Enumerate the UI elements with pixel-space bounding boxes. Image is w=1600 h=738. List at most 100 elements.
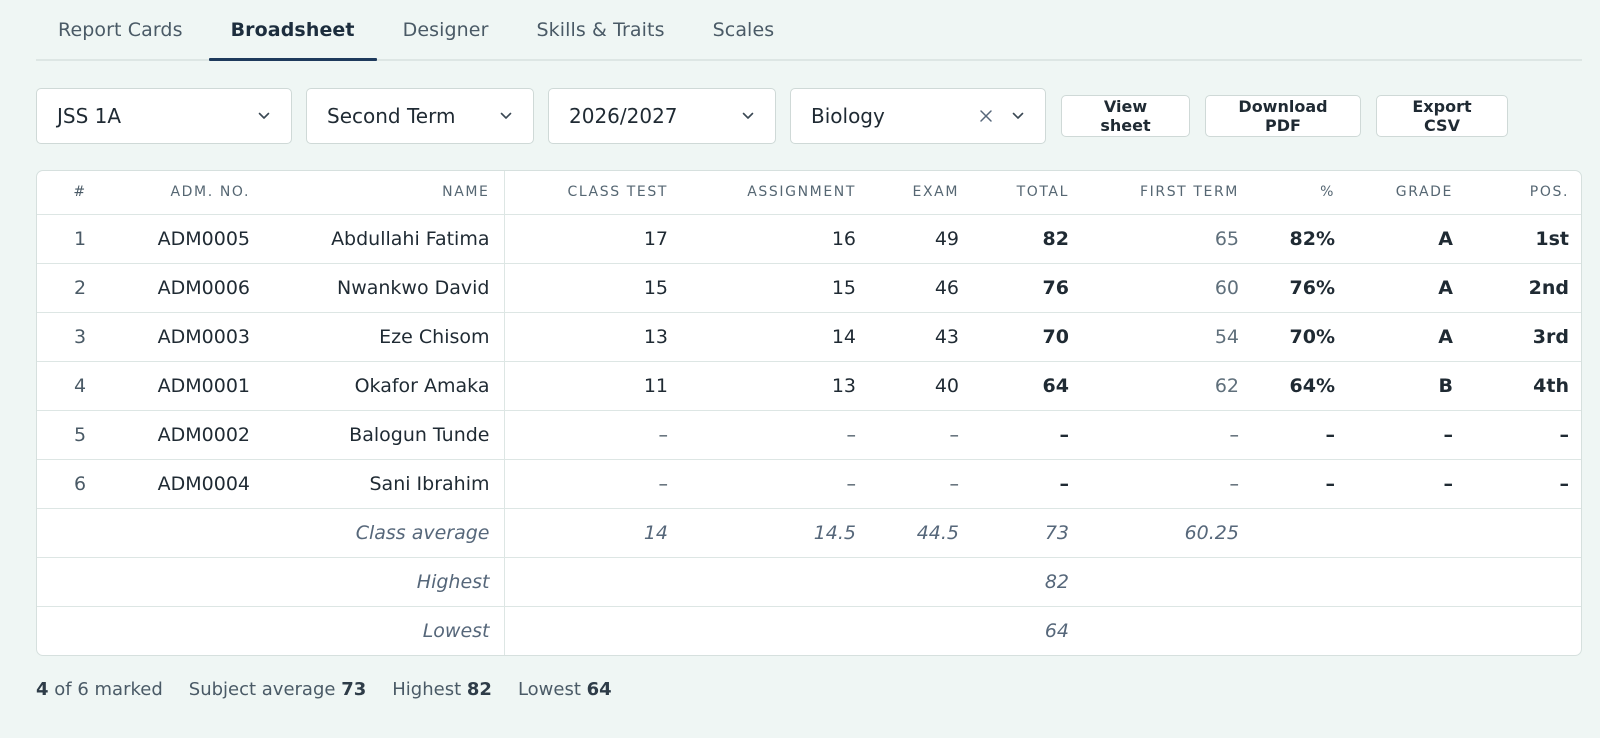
- cell-name: Eze Chisom: [264, 312, 505, 362]
- avg-total: 73: [973, 508, 1083, 558]
- cell-percent: –: [1253, 459, 1349, 509]
- table-row: 4 ADM0001 Okafor Amaka 11 13 40 64 62 64…: [37, 361, 1581, 411]
- cell-name: Sani Ibrahim: [264, 459, 505, 509]
- cell-total: 82: [973, 214, 1083, 264]
- cell-first-term: 65: [1083, 214, 1253, 264]
- class-select-value: JSS 1A: [57, 104, 122, 128]
- cell-index: 5: [37, 410, 123, 460]
- col-header-class-test: CLASS TEST: [504, 171, 682, 215]
- cell-index: 6: [37, 459, 123, 509]
- cell-total: 76: [973, 263, 1083, 313]
- class-select[interactable]: JSS 1A: [36, 88, 292, 144]
- cell-assignment: –: [682, 459, 870, 509]
- table-row: 3 ADM0003 Eze Chisom 13 14 43 70 54 70% …: [37, 312, 1581, 362]
- session-select-value: 2026/2027: [569, 104, 678, 128]
- cell-name: Balogun Tunde: [264, 410, 505, 460]
- tab-broadsheet[interactable]: Broadsheet: [208, 0, 377, 61]
- cell-adm-no: ADM0005: [123, 214, 264, 264]
- cell-adm-no: ADM0004: [123, 459, 264, 509]
- col-header-index: #: [37, 171, 123, 215]
- cell-percent: –: [1253, 410, 1349, 460]
- chevron-down-icon: [1011, 109, 1025, 123]
- cell-assignment: 14: [682, 312, 870, 362]
- cell-class-test: –: [504, 410, 682, 460]
- cell-exam: 40: [870, 361, 973, 411]
- cell-class-test: 17: [504, 214, 682, 264]
- broadsheet-table: # ADM. NO. NAME CLASS TEST ASSIGNMENT EX…: [36, 170, 1582, 656]
- cell-assignment: 16: [682, 214, 870, 264]
- cell-grade: A: [1349, 214, 1467, 264]
- tab-designer[interactable]: Designer: [402, 18, 489, 41]
- cell-position: 3rd: [1467, 312, 1581, 362]
- cell-assignment: 15: [682, 263, 870, 313]
- cell-position: –: [1467, 410, 1581, 460]
- col-header-adm-no: ADM. NO.: [123, 171, 264, 215]
- tab-scales[interactable]: Scales: [712, 18, 775, 41]
- cell-assignment: 13: [682, 361, 870, 411]
- summary-row-lowest: Lowest 64: [37, 606, 1581, 655]
- highest-total: 82: [973, 557, 1083, 607]
- col-header-position: POS.: [1467, 171, 1581, 215]
- table-row: 6 ADM0004 Sani Ibrahim – – – – – – – –: [37, 459, 1581, 509]
- close-icon[interactable]: [977, 107, 995, 125]
- col-header-grade: GRADE: [1349, 171, 1467, 215]
- cell-name: Nwankwo David: [264, 263, 505, 313]
- chevron-down-icon: [257, 109, 271, 123]
- summary-row-average: Class average 14 14.5 44.5 73 60.25: [37, 508, 1581, 558]
- lowest-total: 64: [1044, 619, 1069, 642]
- subject-select[interactable]: Biology: [790, 88, 1046, 144]
- cell-percent: 64%: [1253, 361, 1349, 411]
- filter-bar: JSS 1A Second Term 2026/2027 Biology: [36, 88, 1586, 144]
- cell-name: Abdullahi Fatima: [264, 214, 505, 264]
- cell-name: Okafor Amaka: [264, 361, 505, 411]
- view-sheet-button[interactable]: View sheet: [1061, 95, 1190, 137]
- cell-grade: –: [1349, 459, 1467, 509]
- cell-class-test: 13: [504, 312, 682, 362]
- cell-total: –: [973, 459, 1083, 509]
- cell-first-term: 54: [1083, 312, 1253, 362]
- lowest-stat: Lowest 64: [517, 678, 612, 700]
- cell-first-term: 60: [1083, 263, 1253, 313]
- cell-total: –: [973, 410, 1083, 460]
- cell-index: 4: [37, 361, 123, 411]
- cell-percent: 82%: [1253, 214, 1349, 264]
- cell-index: 2: [37, 263, 123, 313]
- cell-first-term: 62: [1083, 361, 1253, 411]
- cell-position: 1st: [1467, 214, 1581, 264]
- cell-class-test: –: [504, 459, 682, 509]
- cell-grade: A: [1349, 312, 1467, 362]
- cell-percent: 76%: [1253, 263, 1349, 313]
- cell-exam: 49: [870, 214, 973, 264]
- subject-select-value: Biology: [811, 104, 885, 128]
- cell-adm-no: ADM0002: [123, 410, 264, 460]
- tab-report-cards[interactable]: Report Cards: [58, 18, 183, 41]
- cell-position: –: [1467, 459, 1581, 509]
- col-header-assignment: ASSIGNMENT: [682, 171, 870, 215]
- subject-average-stat: Subject average 73: [188, 678, 367, 700]
- cell-exam: 46: [870, 263, 973, 313]
- avg-assignment: 14.5: [682, 508, 870, 558]
- tab-skills-traits[interactable]: Skills & Traits: [536, 18, 665, 41]
- session-select[interactable]: 2026/2027: [548, 88, 776, 144]
- download-pdf-button[interactable]: Download PDF: [1205, 95, 1361, 137]
- avg-first-term: 60.25: [1083, 508, 1253, 558]
- export-csv-button[interactable]: Export CSV: [1376, 95, 1508, 137]
- summary-label: Class average: [264, 508, 505, 558]
- tab-bar: Report Cards Broadsheet Designer Skills …: [36, 0, 1582, 61]
- cell-index: 3: [37, 312, 123, 362]
- cell-adm-no: ADM0006: [123, 263, 264, 313]
- term-select-value: Second Term: [327, 104, 456, 128]
- avg-class-test: 14: [504, 508, 682, 558]
- cell-assignment: –: [682, 410, 870, 460]
- cell-index: 1: [37, 214, 123, 264]
- summary-row-highest: Highest 82: [37, 557, 1581, 607]
- cell-position: 4th: [1467, 361, 1581, 411]
- summary-label: Highest: [264, 557, 505, 607]
- term-select[interactable]: Second Term: [306, 88, 534, 144]
- cell-first-term: –: [1083, 459, 1253, 509]
- highest-stat: Highest 82: [392, 678, 492, 700]
- marked-count-stat: 4 of 6 marked: [36, 678, 163, 700]
- table-header-row: # ADM. NO. NAME CLASS TEST ASSIGNMENT EX…: [37, 171, 1581, 215]
- summary-stats: 4 of 6 marked Subject average 73 Highest…: [36, 676, 638, 702]
